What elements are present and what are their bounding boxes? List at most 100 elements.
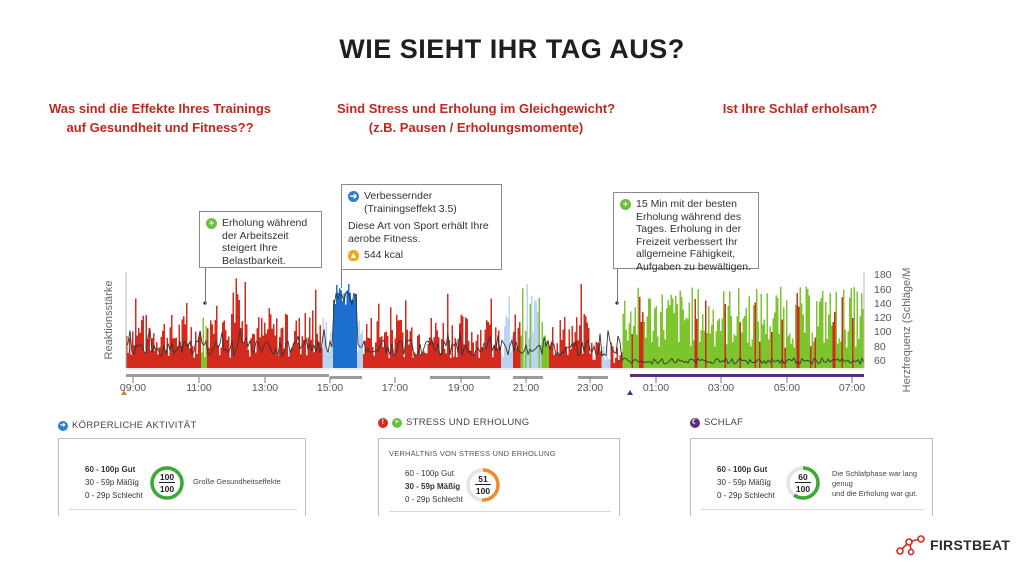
plus-circle-icon: + [206, 218, 217, 229]
reaction-bar [174, 338, 176, 368]
reaction-bar [136, 335, 138, 368]
reaction-bar [466, 318, 468, 368]
reaction-bar [427, 343, 429, 368]
reaction-bar [516, 347, 518, 368]
reaction-bar [400, 319, 402, 368]
reaction-bar [133, 345, 135, 368]
reaction-bar [148, 327, 150, 368]
callout-best-recovery[interactable]: + 15 Min mit der besten Erholung während… [613, 192, 759, 273]
reaction-bar [607, 358, 609, 368]
reaction-bar [352, 299, 354, 368]
reaction-bar [654, 308, 656, 368]
reaction-bar [477, 334, 479, 368]
reaction-bar [627, 340, 629, 368]
reaction-bar [828, 314, 830, 368]
reaction-bar [849, 297, 851, 368]
reaction-bar [331, 345, 333, 368]
reaction-bar [805, 286, 807, 368]
reaction-bar [822, 290, 824, 368]
reaction-bar [153, 333, 155, 368]
sleep-bar [630, 374, 864, 377]
reaction-bar [762, 324, 764, 368]
reaction-bar [393, 354, 395, 368]
reaction-bar [303, 339, 305, 368]
reaction-bar [372, 346, 374, 368]
reaction-bar [567, 355, 569, 368]
callout-training-effect[interactable]: ➜ Verbessernder (Trainingseffekt 3.5) Di… [341, 184, 502, 270]
activity-bar [578, 376, 608, 379]
reaction-bars [126, 278, 864, 368]
reaction-bar [172, 338, 174, 368]
reaction-bar [691, 287, 693, 368]
reaction-bar [790, 343, 792, 368]
reaction-bar [139, 332, 141, 368]
reaction-bar [624, 300, 626, 368]
reaction-bar [819, 301, 821, 368]
reaction-bar [295, 320, 297, 368]
panel-box: 60 - 100p Gut 30 - 59p Mäßig 0 - 29p Sch… [58, 438, 306, 516]
reaction-bar [792, 338, 794, 368]
time-tick-label: 17:00 [382, 382, 408, 394]
reaction-bar [402, 332, 404, 368]
reaction-bar [600, 351, 602, 368]
gauge-fill [786, 466, 820, 500]
reaction-bar [385, 331, 387, 368]
callout-recovery-work[interactable]: + Erholung während der Arbeitszeit steig… [199, 211, 322, 268]
reaction-bar [795, 304, 797, 368]
reaction-bar [742, 318, 744, 368]
reaction-bar [277, 355, 279, 368]
reaction-bar [682, 309, 684, 368]
reaction-bar [240, 327, 242, 368]
reaction-bar [804, 332, 806, 368]
panel-heading: ➜ KÖRPERLICHE AKTIVITÄT [58, 420, 197, 431]
reaction-bar [438, 337, 440, 368]
reaction-bar [390, 307, 392, 368]
reaction-bar [838, 338, 840, 368]
reaction-bar [285, 313, 287, 368]
reaction-bar [144, 352, 146, 368]
reaction-bar [379, 337, 381, 368]
reaction-bar [364, 341, 366, 368]
reaction-bar [531, 295, 533, 368]
reaction-bar [784, 347, 786, 368]
reaction-bar [562, 329, 564, 368]
reaction-bar [846, 347, 848, 368]
reaction-bar [421, 354, 423, 368]
reaction-bar [405, 300, 407, 368]
panel-sleep: ☾ SCHLAF 60 - 100p Gut 30 - 59p Mäßig 0 … [690, 417, 933, 516]
reaction-bar [658, 346, 660, 368]
reaction-bar [777, 297, 779, 368]
reaction-bar [861, 293, 863, 368]
reaction-bar [526, 284, 528, 368]
reaction-bar [399, 320, 401, 368]
reaction-bar [420, 353, 422, 368]
reaction-bar [690, 345, 692, 368]
hr-tick-label: 80 [874, 341, 886, 353]
reaction-bar [228, 336, 230, 368]
reaction-bar [787, 336, 789, 368]
reaction-bar [330, 331, 332, 368]
reaction-bar [318, 342, 320, 368]
reaction-bar [760, 293, 762, 368]
kcal-value: 544 kcal [364, 249, 404, 261]
reaction-bar [517, 327, 519, 368]
recovery-icon: + [392, 417, 402, 428]
reaction-bar [745, 308, 747, 368]
reaction-bar [391, 330, 393, 368]
reaction-bar [468, 340, 470, 368]
reaction-bar [646, 316, 648, 368]
reaction-bar [198, 337, 200, 368]
reaction-bar [825, 301, 827, 368]
reaction-bar [354, 294, 356, 368]
reaction-bar [223, 320, 225, 368]
callout-text: Erholung während der Arbeitszeit steiger… [222, 217, 308, 267]
reaction-bar [465, 317, 467, 368]
reaction-bar [769, 326, 771, 368]
reaction-bar [211, 324, 213, 368]
reaction-bar [748, 296, 750, 368]
reaction-bar [334, 304, 336, 368]
reaction-bar [310, 339, 312, 368]
reaction-bar [772, 318, 774, 368]
gauge-fill [466, 468, 500, 502]
reaction-bar [507, 318, 509, 368]
